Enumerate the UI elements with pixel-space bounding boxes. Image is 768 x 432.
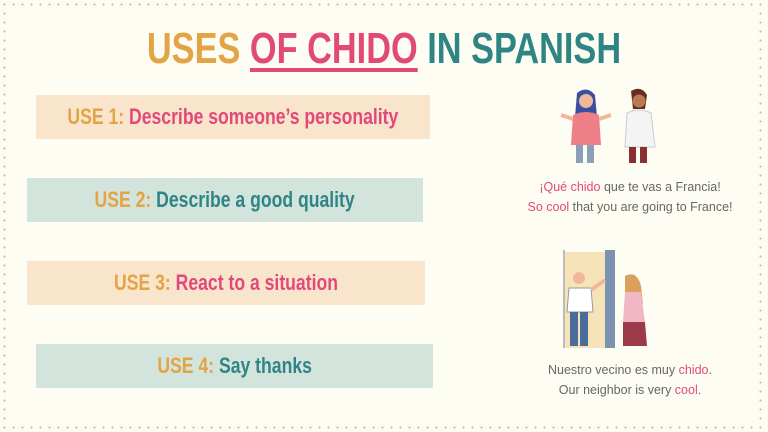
example-2-es-post: . — [708, 363, 712, 377]
use-4-text: Say thanks — [218, 353, 312, 378]
example-1-es-highlight: chido — [570, 180, 601, 194]
title-part-uses: USES — [146, 24, 241, 73]
example-2-english: Our neighbor is very cool. — [490, 380, 768, 400]
use-2-box: USE 2: Describe a good quality — [27, 178, 423, 222]
use-3-box: USE 3: React to a situation — [27, 261, 425, 305]
example-2-es-pre: Nuestro vecino es muy — [548, 363, 679, 377]
example-1-caption: ¡Qué chido que te vas a Francia! So cool… — [490, 177, 768, 217]
use-4-box: USE 4: Say thanks — [36, 344, 433, 388]
example-2-es-highlight: chido — [678, 363, 709, 377]
use-1-box: USE 1: Describe someone’s personality — [36, 95, 430, 139]
use-3-label: USE 3: — [114, 270, 171, 295]
page-title: USES OF CHIDO IN SPANISH — [84, 24, 683, 74]
example-2-spanish: Nuestro vecino es muy chido. — [490, 360, 768, 380]
use-3-text: React to a situation — [175, 270, 338, 295]
use-2-text: Describe a good quality — [156, 187, 356, 212]
use-1-label: USE 1: — [67, 104, 125, 129]
example-1-es-pre: ¡Qué — [539, 180, 571, 194]
title-part-spanish: IN SPANISH — [427, 24, 622, 73]
title-part-chido: OF CHIDO — [249, 24, 418, 73]
example-2-en-pre: Our neighbor is very — [558, 383, 675, 397]
use-2-label: USE 2: — [94, 187, 152, 212]
use-4-label: USE 4: — [157, 353, 214, 378]
example-1-es-post: que te vas a Francia! — [600, 180, 721, 194]
example-1-english: So cool that you are going to France! — [490, 197, 768, 217]
example-2-en-post: . — [697, 383, 702, 397]
neighbor-door-illustration — [563, 250, 647, 348]
example-1-en-highlight: So cool — [527, 200, 570, 214]
example-1-spanish: ¡Qué chido que te vas a Francia! — [490, 177, 768, 197]
use-1-text: Describe someone’s personality — [129, 104, 399, 129]
example-2-en-highlight: cool — [674, 383, 698, 397]
example-1-en-post: that you are going to France! — [569, 200, 733, 214]
two-women-illustration — [560, 88, 656, 163]
example-2-caption: Nuestro vecino es muy chido. Our neighbo… — [490, 360, 768, 400]
